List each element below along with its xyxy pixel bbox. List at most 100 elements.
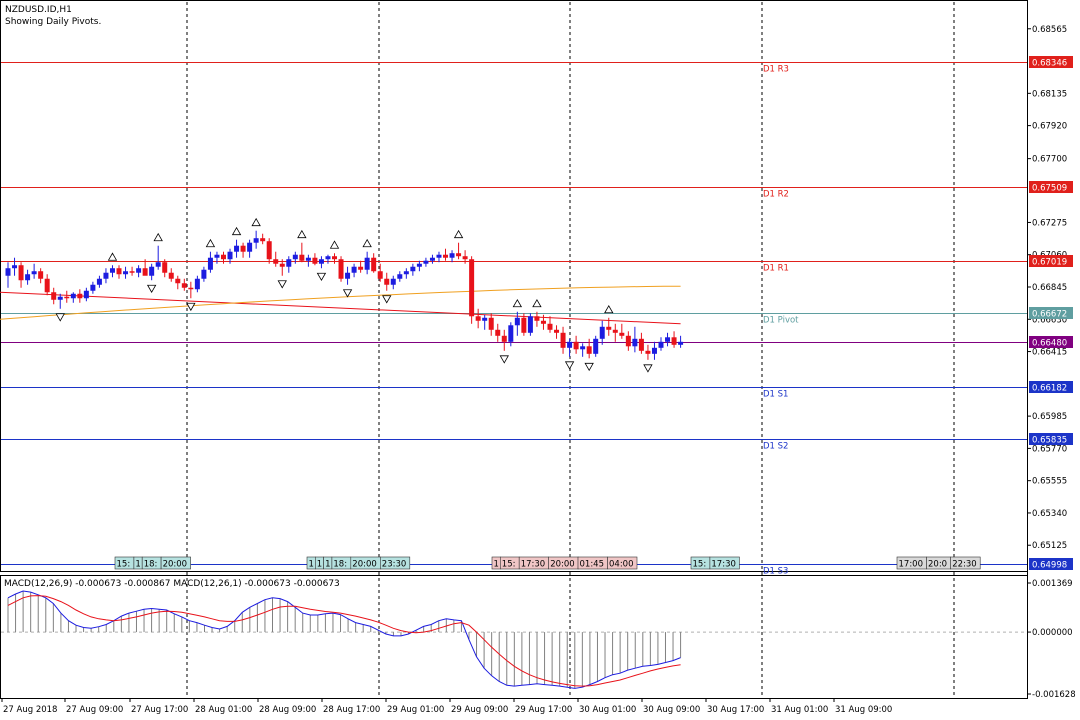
candle-body xyxy=(227,251,233,260)
candle-body xyxy=(632,338,638,347)
ma-fast-line xyxy=(0,285,681,320)
candle-body xyxy=(671,337,677,345)
candle-body xyxy=(638,338,644,351)
session-marker-label: 18: xyxy=(333,560,347,570)
price-badge xyxy=(1029,181,1073,193)
candle-body xyxy=(123,271,129,275)
candle-body xyxy=(371,257,377,272)
session-marker-label: 18: xyxy=(144,560,158,570)
price-badge xyxy=(1029,381,1073,393)
price-tick-label: 0.68135 xyxy=(1032,89,1067,99)
fractal-down-arrow xyxy=(316,272,327,282)
candle-body xyxy=(18,265,24,281)
price-tick-label: 0.66845 xyxy=(1032,283,1067,293)
candle-body xyxy=(625,335,631,347)
candle-body xyxy=(338,259,344,279)
session-marker-label: 20:00 xyxy=(163,560,188,570)
candle-body xyxy=(678,341,684,345)
candle-body xyxy=(136,268,142,273)
macd-tick-label: 0.000000 xyxy=(1032,628,1073,638)
session-marker-label: 17:30 xyxy=(711,560,736,570)
session-marker-label: 20:0 xyxy=(928,560,947,570)
candle-body xyxy=(109,268,115,273)
session-marker-label: 1 xyxy=(309,560,314,570)
price-badge-label: 0.67019 xyxy=(1032,258,1067,268)
pivot-level-label: D1 R2 xyxy=(763,190,789,200)
time-tick-label: 30 Aug 17:00 xyxy=(707,705,764,715)
time-tick-label: 28 Aug 17:00 xyxy=(323,705,380,715)
fractal-up-arrow xyxy=(251,217,261,227)
fractal-down-arrow xyxy=(277,280,287,289)
candle-body xyxy=(57,296,63,300)
candle-body xyxy=(488,317,494,330)
pivot-level-label: D1 Pivot xyxy=(763,316,799,326)
fractal-down-arrow xyxy=(186,302,196,312)
time-axis: 27 Aug 2018 27 Aug 09:00 27 Aug 17:00 28 Au… xyxy=(1,698,892,715)
time-tick-label: 31 Aug 01:00 xyxy=(771,705,828,715)
price-badge-label: 0.68346 xyxy=(1032,59,1067,69)
candle-body xyxy=(469,259,475,317)
price-tick-label: 0.67700 xyxy=(1032,155,1067,165)
candle-body xyxy=(554,329,560,333)
time-tick-label: 30 Aug 01:00 xyxy=(579,705,636,715)
candle-body xyxy=(201,269,207,279)
candle-body xyxy=(423,260,429,264)
candle-body xyxy=(377,271,383,279)
candle-body xyxy=(482,317,488,321)
candle-body xyxy=(207,257,213,270)
candle-body xyxy=(77,293,83,299)
candle-body xyxy=(194,278,200,290)
candle-body xyxy=(162,262,168,273)
price-badge xyxy=(1029,558,1073,570)
candle-body xyxy=(619,332,625,336)
candle-body xyxy=(495,329,501,336)
candle-body xyxy=(220,254,226,260)
moving-averages xyxy=(0,285,681,325)
candle-body xyxy=(181,283,187,288)
candle-body xyxy=(665,337,671,342)
session-marker-label: 1 xyxy=(325,560,330,570)
candle-body xyxy=(364,257,370,270)
fractal-down-arrow xyxy=(342,289,353,298)
candlesticks xyxy=(5,217,684,373)
fractal-down-arrow xyxy=(146,284,157,294)
candle-body xyxy=(292,254,298,260)
price-tick-label: 0.66415 xyxy=(1032,348,1067,358)
macd-tick-label: -0.001628 xyxy=(1032,690,1076,700)
candle-body xyxy=(345,272,351,279)
time-tick-label: 29 Aug 09:00 xyxy=(451,705,508,715)
session-marker-label: 1 xyxy=(317,560,322,570)
chart-subtitle: Showing Daily Pivots. xyxy=(5,17,101,27)
pivot-level-label: D1 R3 xyxy=(763,65,789,75)
candle-body xyxy=(560,332,566,348)
session-marker-label: 20:00 xyxy=(352,560,377,570)
time-tick-label: 30 Aug 09:00 xyxy=(643,705,700,715)
candle-body xyxy=(586,346,592,354)
price-badge xyxy=(1029,56,1073,68)
price-badge-label: 0.66182 xyxy=(1032,384,1067,394)
candle-body xyxy=(325,256,331,260)
candle-body xyxy=(12,265,18,269)
session-marker-label: 15: xyxy=(693,560,707,570)
price-badge-label: 0.66672 xyxy=(1032,310,1067,320)
candle-body xyxy=(501,335,507,342)
price-tick-label: 0.65770 xyxy=(1032,444,1067,454)
macd-tick-label: 0.001369 xyxy=(1032,579,1073,589)
candle-body xyxy=(266,241,272,260)
candle-body xyxy=(390,278,396,285)
time-tick-label: 29 Aug 17:00 xyxy=(515,705,572,715)
time-tick-label: 29 Aug 01:00 xyxy=(387,705,444,715)
price-axis: 0.68565 0.68135 0.67920 0.67700 0.67275 0.670… xyxy=(1027,0,1076,700)
candle-body xyxy=(527,316,533,333)
candle-body xyxy=(38,271,44,279)
candle-body xyxy=(567,341,573,348)
session-marker-label: 1 xyxy=(494,560,499,570)
time-tick-label: 27 Aug 17:00 xyxy=(131,705,188,715)
candle-body xyxy=(168,272,174,279)
fractal-down-arrow xyxy=(564,361,575,370)
candle-body xyxy=(149,266,155,276)
candle-body xyxy=(240,245,246,252)
time-tick-label: 31 Aug 09:00 xyxy=(835,705,892,715)
candle-body xyxy=(612,329,618,333)
